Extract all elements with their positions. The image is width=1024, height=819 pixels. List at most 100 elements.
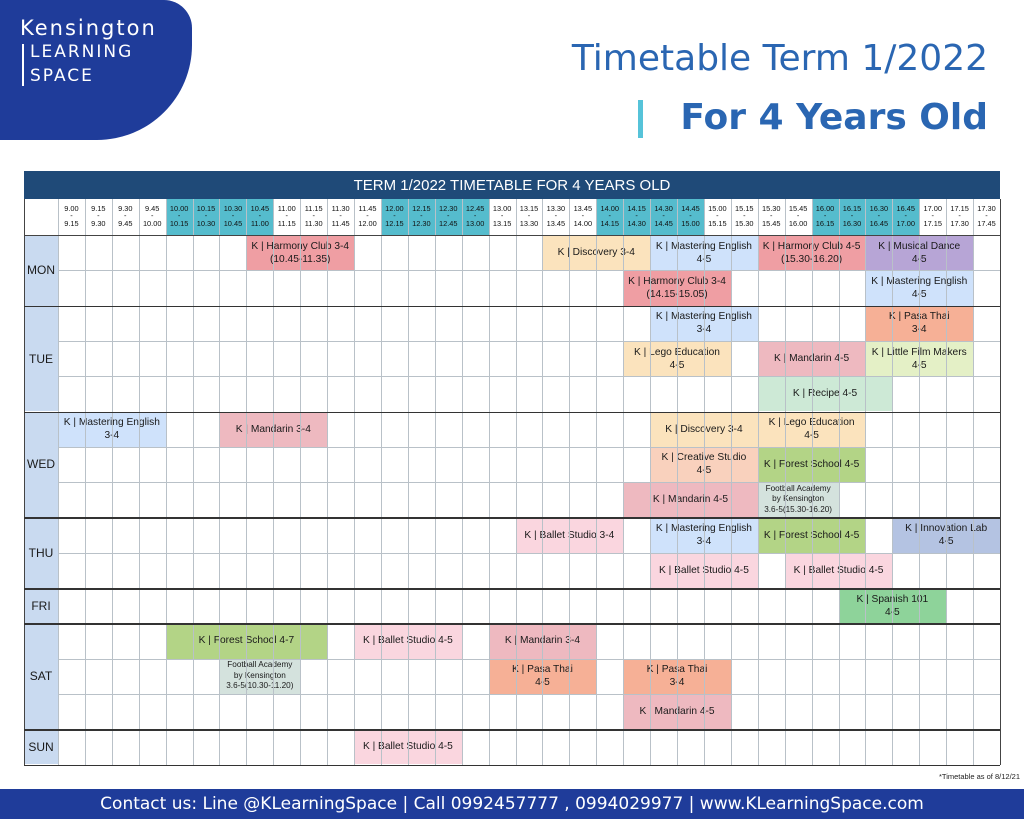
grid-line-row (58, 270, 1000, 272)
time-slot-start: 16.00 (815, 204, 835, 213)
time-slot-end: 10.45 (223, 218, 243, 228)
grid-line-day (24, 305, 1000, 308)
time-slot-header: 17.15-17.30 (946, 199, 974, 235)
class-block: K | Mandarin 4-5 (623, 482, 758, 518)
time-slot-end: 9.30 (91, 218, 106, 228)
time-slot-dash: - (958, 211, 961, 221)
time-slot-start: 14.15 (627, 204, 646, 213)
time-slot-start: 14.30 (654, 204, 673, 213)
time-slot-header: 13.00-13.15 (488, 199, 516, 235)
time-slot-start: 10.30 (223, 204, 243, 213)
time-slot-dash: - (258, 211, 262, 221)
time-slot-header: 15.30-15.45 (757, 199, 785, 235)
time-slot-header: 16.00-16.15 (811, 199, 839, 235)
time-slot-dash: - (312, 211, 315, 221)
day-label-wed: WED (24, 411, 58, 518)
time-slot-end: 14.15 (600, 218, 619, 228)
time-slot-dash: - (231, 211, 235, 221)
grid-line-v (919, 199, 921, 765)
time-slot-header: 12.15-12.30 (407, 199, 435, 235)
time-slot-start: 9.00 (64, 204, 79, 213)
time-slot-dash: - (97, 211, 100, 221)
grid-line-v (246, 199, 248, 765)
time-slot-start: 11.45 (358, 204, 377, 213)
time-slot-dash: - (285, 211, 288, 221)
time-slot-dash: - (527, 211, 531, 221)
time-slot-header: 14.15-14.30 (623, 199, 651, 235)
time-slot-start: 16.30 (869, 204, 889, 213)
time-slot-start: 17.00 (923, 204, 942, 213)
time-slot-dash: - (904, 211, 908, 221)
time-slot-header: 9.30-9.45 (111, 199, 139, 235)
grid-line-v (892, 199, 894, 765)
time-slot-header: 11.30-11.45 (327, 199, 355, 235)
time-slot-start: 15.30 (761, 204, 781, 213)
time-slot-header: 10.00-10.15 (165, 199, 193, 235)
grid-line-day (24, 623, 1000, 625)
time-slot-dash: - (554, 211, 558, 221)
grid-line-v (865, 199, 867, 765)
time-slot-dash: - (366, 211, 369, 221)
time-slot-end: 10.15 (169, 218, 189, 228)
time-slot-dash: - (877, 211, 881, 221)
time-slot-start: 13.30 (546, 204, 566, 213)
grid-line-v (138, 199, 140, 765)
grid-line-v (488, 199, 490, 765)
time-slot-end: 14.45 (654, 218, 673, 228)
grid-line-header-bottom (24, 235, 1000, 236)
day-label-thu: THU (24, 517, 58, 588)
grid-line-v (327, 199, 329, 765)
grid-line-v (407, 199, 409, 765)
grid-line-v (111, 199, 113, 765)
time-slot-header: 9.45-10.00 (138, 199, 166, 235)
grid-line-row (58, 693, 1000, 695)
grid-line-v (219, 199, 221, 765)
time-slot-dash: - (769, 211, 773, 221)
grid-line-row (58, 552, 1000, 554)
grid-line-v (973, 199, 975, 765)
time-slot-start: 15.15 (735, 204, 754, 213)
time-slot-end: 13.00 (465, 218, 485, 228)
time-slot-start: 17.30 (977, 204, 996, 213)
time-slot-start: 15.00 (708, 204, 727, 213)
grid-line-v (677, 199, 679, 765)
time-slot-start: 16.15 (842, 204, 862, 213)
time-slot-dash: - (204, 211, 208, 221)
grid-line-v (811, 199, 813, 765)
time-slot-dash: - (985, 211, 988, 221)
grid-line-row (58, 658, 1000, 660)
grid-line-row (58, 446, 1000, 448)
grid-line-v (757, 199, 759, 765)
grid-line-v (273, 199, 275, 765)
time-slot-end: 16.15 (815, 218, 835, 228)
grid-line-v (515, 199, 517, 765)
time-slot-start: 9.45 (144, 204, 160, 213)
grid-line-v (542, 199, 544, 765)
time-slot-dash: - (716, 211, 719, 221)
time-slot-end: 17.30 (950, 218, 969, 228)
grid-line-v (703, 199, 705, 765)
time-slot-start: 12.15 (412, 204, 431, 213)
time-slot-header: 15.15-15.30 (730, 199, 758, 235)
time-slot-start: 10.15 (196, 204, 216, 213)
time-slot-start: 13.00 (492, 204, 512, 213)
grid-line-row (58, 340, 1000, 342)
grid-line-day (24, 729, 1000, 731)
time-slot-start: 9.15 (91, 204, 106, 213)
time-slot-dash: - (662, 211, 665, 221)
time-slot-dash: - (743, 211, 746, 221)
time-slot-dash: - (150, 211, 154, 221)
time-slot-dash: - (447, 211, 450, 221)
day-label-fri: FRI (24, 588, 58, 624)
time-slot-end: 15.15 (708, 218, 727, 228)
day-label-sat: SAT (24, 623, 58, 730)
time-slot-end: 13.45 (546, 218, 566, 228)
time-slot-header: 16.15-16.30 (838, 199, 866, 235)
time-slot-header: 16.45-17.00 (892, 199, 920, 235)
grid-line-v (623, 199, 625, 765)
time-slot-header: 11.00-11.15 (273, 199, 301, 235)
time-slot-end: 12.00 (358, 218, 377, 228)
grid-line-v (569, 199, 571, 765)
page-title: Timetable Term 1/2022 (571, 38, 988, 79)
timetable-note: *Timetable as of 8/12/21 (938, 772, 1020, 781)
